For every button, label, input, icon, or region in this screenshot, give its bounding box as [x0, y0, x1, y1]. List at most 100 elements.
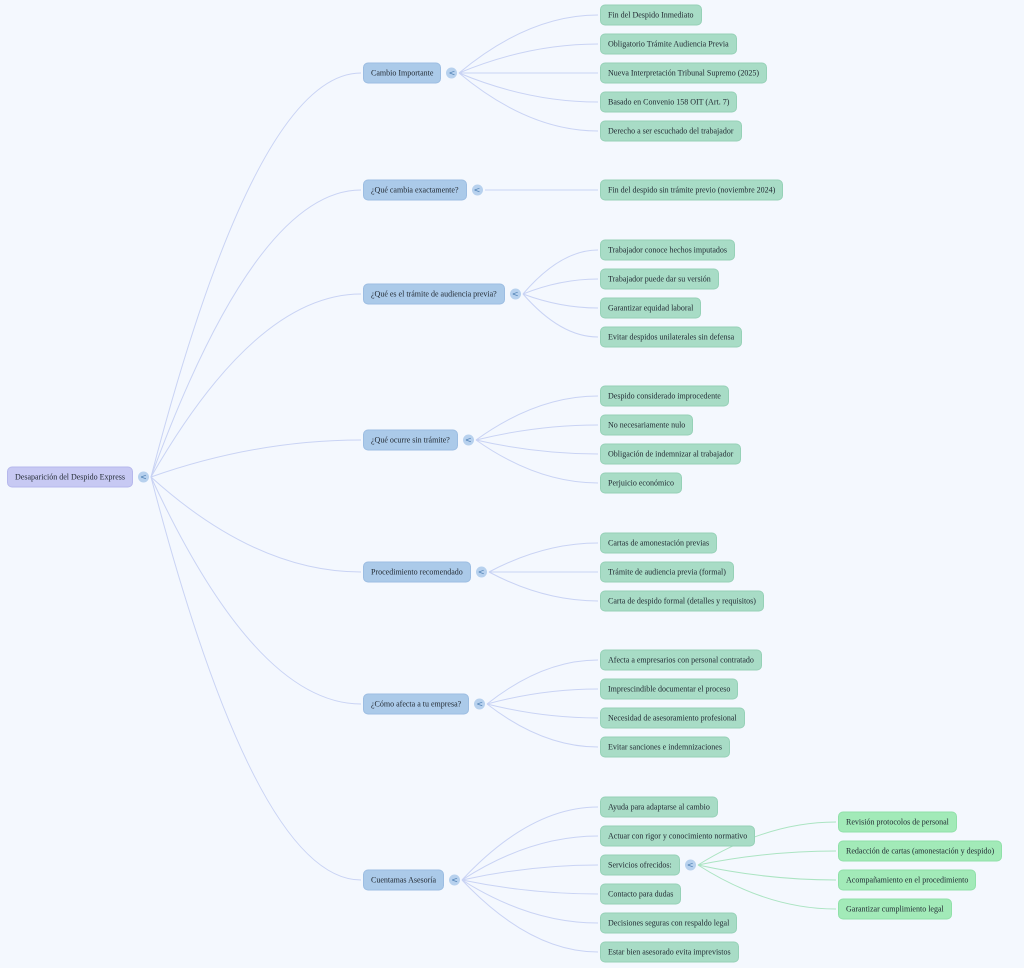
- mindmap-node-box[interactable]: Fin del despido sin trámite previo (novi…: [600, 179, 784, 201]
- mindmap-node: Cuentamas Asesoría <: [363, 869, 461, 891]
- mindmap-node-box[interactable]: ¿Qué ocurre sin trámite?: [363, 429, 458, 451]
- link-path: [150, 439, 362, 478]
- mindmap-node-box[interactable]: Imprescindible documentar el proceso: [600, 678, 739, 700]
- link-path: [461, 864, 599, 881]
- mindmap-node-box[interactable]: Acompañamiento en el procedimiento: [838, 869, 977, 891]
- link-path: [461, 835, 599, 881]
- mindmap-node: Trabajador puede dar su versión: [600, 268, 719, 290]
- link-path: [486, 688, 599, 705]
- mindmap-node-box[interactable]: Servicios ofrecidos:: [600, 854, 680, 876]
- mindmap-node-box[interactable]: Fin del Despido Inmediato: [600, 4, 702, 26]
- mindmap-node: Acompañamiento en el procedimiento: [838, 869, 977, 891]
- collapse-icon[interactable]: <: [474, 698, 486, 710]
- mindmap-node-box[interactable]: Garantizar equidad laboral: [600, 297, 702, 319]
- mindmap-node-box[interactable]: Desaparición del Despido Express: [7, 466, 133, 488]
- mindmap-node-box[interactable]: Basado en Convenio 158 OIT (Art. 7): [600, 91, 738, 113]
- mindmap-node: Garantizar cumplimiento legal: [838, 898, 952, 920]
- mindmap-node: Ayuda para adaptarse al cambio: [600, 796, 718, 818]
- link-path: [461, 879, 599, 924]
- mindmap-node-box[interactable]: Garantizar cumplimiento legal: [838, 898, 952, 920]
- mindmap-node-box[interactable]: ¿Cómo afecta a tu empresa?: [363, 693, 470, 715]
- link-path: [150, 293, 362, 478]
- link-path: [458, 43, 599, 74]
- mindmap-node-box[interactable]: Perjuicio económico: [600, 472, 682, 494]
- link-path: [461, 879, 599, 895]
- link-path: [458, 72, 599, 132]
- mindmap-node-box[interactable]: Cuentamas Asesoría: [363, 869, 445, 891]
- mindmap-node-box[interactable]: Cartas de amonestación previas: [600, 532, 718, 554]
- mindmap-node-box[interactable]: ¿Qué es el trámite de audiencia previa?: [363, 283, 505, 305]
- link-path: [522, 293, 599, 338]
- collapse-icon[interactable]: <: [462, 434, 474, 446]
- mindmap-node: Necesidad de asesoramiento profesional: [600, 707, 745, 729]
- mindmap-node-box[interactable]: Trámite de audiencia previa (formal): [600, 561, 734, 583]
- collapse-icon[interactable]: <: [137, 471, 149, 483]
- mindmap-node: Afecta a empresarios con personal contra…: [600, 649, 762, 671]
- mindmap-node: Obligatorio Trámite Audiencia Previa: [600, 33, 737, 55]
- mindmap-node-box[interactable]: Cambio Importante: [363, 62, 442, 84]
- mindmap-node-box[interactable]: Estar bien asesorado evita imprevistos: [600, 941, 739, 963]
- mindmap-node-box[interactable]: Obligatorio Trámite Audiencia Previa: [600, 33, 737, 55]
- mindmap-node-box[interactable]: Actuar con rigor y conocimiento normativ…: [600, 825, 756, 847]
- link-path: [150, 72, 362, 478]
- mindmap-node: Contacto para dudas: [600, 883, 682, 905]
- mindmap-node-box[interactable]: Obligación de indemnizar al trabajador: [600, 443, 742, 465]
- mindmap-node-box[interactable]: Nueva Interpretación Tribunal Supremo (2…: [600, 62, 768, 84]
- collapse-icon[interactable]: <: [684, 859, 696, 871]
- link-path: [475, 439, 599, 455]
- link-path: [486, 703, 599, 719]
- mindmap-node-box[interactable]: Evitar sanciones e indemnizaciones: [600, 736, 730, 758]
- mindmap-node: Carta de despido formal (detalles y requ…: [600, 590, 764, 612]
- link-path: [475, 395, 599, 441]
- mindmap-node: ¿Cómo afecta a tu empresa? <: [363, 693, 486, 715]
- mindmap-node-box[interactable]: Contacto para dudas: [600, 883, 682, 905]
- mindmap-node: ¿Qué cambia exactamente? <: [363, 179, 483, 201]
- mindmap-node: Nueva Interpretación Tribunal Supremo (2…: [600, 62, 768, 84]
- mindmap-node: Basado en Convenio 158 OIT (Art. 7): [600, 91, 738, 113]
- link-path: [486, 659, 599, 705]
- link-path: [475, 424, 599, 441]
- mindmap-node: Servicios ofrecidos: <: [600, 854, 696, 876]
- link-path: [150, 189, 362, 478]
- mindmap-node-box[interactable]: Revisión protocolos de personal: [838, 811, 957, 833]
- mindmap-node: Garantizar equidad laboral: [600, 297, 702, 319]
- link-path: [488, 571, 599, 602]
- mindmap-node-box[interactable]: Ayuda para adaptarse al cambio: [600, 796, 718, 818]
- collapse-icon[interactable]: <: [446, 67, 458, 79]
- mindmap-node-box[interactable]: ¿Qué cambia exactamente?: [363, 179, 467, 201]
- mindmap-node: Perjuicio económico: [600, 472, 682, 494]
- collapse-icon[interactable]: <: [509, 288, 521, 300]
- mindmap-node-box[interactable]: Trabajador puede dar su versión: [600, 268, 719, 290]
- mindmap-node: Imprescindible documentar el proceso: [600, 678, 739, 700]
- mindmap-node-box[interactable]: Redacción de cartas (amonestación y desp…: [838, 840, 1003, 862]
- mindmap-node: Trámite de audiencia previa (formal): [600, 561, 734, 583]
- mindmap-node: ¿Qué es el trámite de audiencia previa? <: [363, 283, 521, 305]
- mindmap-node: Evitar despidos unilaterales sin defensa: [600, 326, 743, 348]
- mindmap-node: Actuar con rigor y conocimiento normativ…: [600, 825, 756, 847]
- collapse-icon[interactable]: <: [471, 184, 483, 196]
- collapse-icon[interactable]: <: [449, 874, 461, 886]
- mindmap-node: Obligación de indemnizar al trabajador: [600, 443, 742, 465]
- collapse-icon[interactable]: <: [475, 566, 487, 578]
- link-path: [522, 293, 599, 309]
- link-path: [458, 14, 599, 74]
- mindmap-node-box[interactable]: No necesariamente nulo: [600, 414, 694, 436]
- mindmap-node-box[interactable]: Evitar despidos unilaterales sin defensa: [600, 326, 743, 348]
- mindmap-node-box[interactable]: Procedimiento recomendado: [363, 561, 471, 583]
- mindmap-node-box[interactable]: Derecho a ser escuchado del trabajador: [600, 120, 742, 142]
- mindmap-node-box[interactable]: Necesidad de asesoramiento profesional: [600, 707, 745, 729]
- link-path: [458, 72, 599, 103]
- link-path: [697, 864, 837, 881]
- mindmap-node: Redacción de cartas (amonestación y desp…: [838, 840, 1003, 862]
- mindmap-node: Fin del Despido Inmediato: [600, 4, 702, 26]
- mindmap-node-box[interactable]: Trabajador conoce hechos imputados: [600, 239, 736, 261]
- link-path: [486, 703, 599, 748]
- mindmap-node: Derecho a ser escuchado del trabajador: [600, 120, 742, 142]
- mindmap-node: ¿Qué ocurre sin trámite? <: [363, 429, 474, 451]
- mindmap-node-box[interactable]: Decisiones seguras con respaldo legal: [600, 912, 738, 934]
- mindmap-node-box[interactable]: Carta de despido formal (detalles y requ…: [600, 590, 764, 612]
- mindmap-node-box[interactable]: Despido considerado improcedente: [600, 385, 729, 407]
- mindmap-node-box[interactable]: Afecta a empresarios con personal contra…: [600, 649, 762, 671]
- link-path: [488, 542, 599, 573]
